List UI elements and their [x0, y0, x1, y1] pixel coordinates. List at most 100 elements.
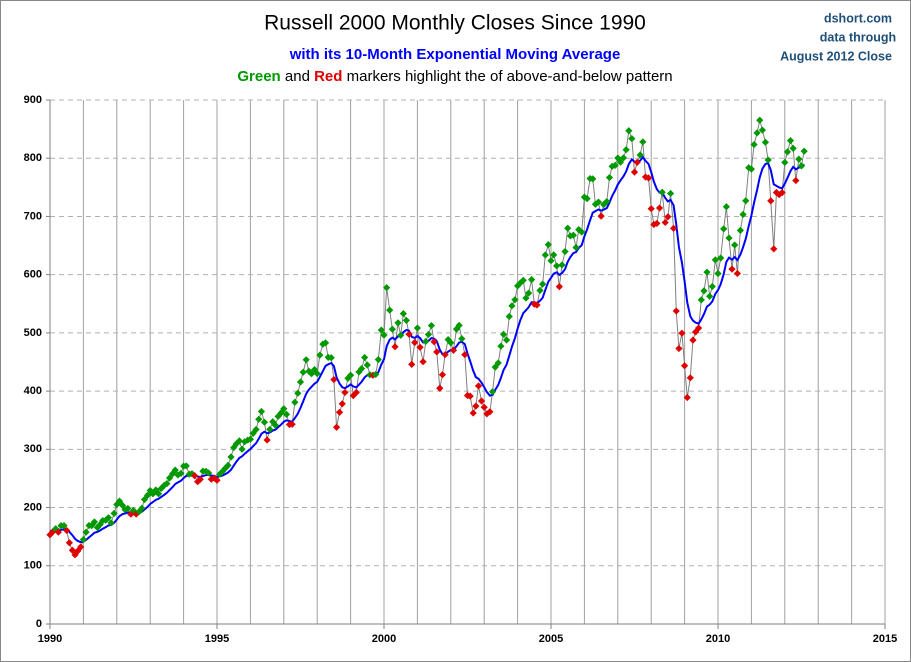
- close-marker: [622, 146, 630, 154]
- close-marker: [196, 475, 204, 483]
- close-marker: [394, 319, 402, 327]
- close-marker: [341, 388, 349, 397]
- close-marker: [561, 247, 569, 256]
- y-tick-label: 600: [24, 269, 42, 281]
- close-marker: [255, 415, 263, 423]
- close-marker: [291, 398, 299, 406]
- close-marker: [611, 161, 619, 169]
- close-marker: [397, 331, 405, 339]
- close-marker: [246, 435, 254, 443]
- close-marker: [65, 539, 73, 547]
- close-marker: [605, 173, 614, 182]
- close-marker: [205, 469, 213, 477]
- close-marker: [191, 472, 199, 480]
- close-marker: [756, 116, 764, 124]
- close-marker: [519, 276, 527, 284]
- close-marker: [639, 138, 647, 146]
- close-marker: [767, 197, 775, 205]
- close-marker: [681, 362, 689, 370]
- close-marker: [177, 469, 185, 478]
- close-marker: [483, 410, 491, 418]
- chart-subtitle-2: Green and Red markers highlight the of a…: [237, 68, 672, 85]
- close-marker: [307, 370, 316, 378]
- close-marker: [447, 339, 455, 347]
- close-marker: [553, 262, 561, 270]
- close-marker: [544, 241, 552, 249]
- close-marker: [589, 175, 597, 183]
- close-marker: [708, 282, 716, 291]
- close-marker: [455, 321, 463, 329]
- close-marker: [672, 307, 680, 315]
- close-marker: [700, 287, 708, 295]
- close-marker: [294, 389, 302, 397]
- close-marker: [575, 226, 583, 234]
- close-marker: [647, 205, 655, 213]
- source-text: August 2012 Close: [780, 49, 892, 63]
- close-marker: [511, 296, 519, 304]
- close-marker: [733, 269, 741, 278]
- close-marker: [408, 360, 416, 368]
- close-marker: [461, 351, 469, 359]
- close-marker: [661, 218, 669, 227]
- close-marker: [299, 368, 307, 376]
- y-tick-label: 700: [24, 210, 42, 222]
- close-marker: [641, 173, 650, 181]
- close-marker: [753, 129, 761, 137]
- x-tick-label: 1990: [38, 633, 62, 645]
- close-marker: [374, 356, 382, 364]
- source-text: dshort.com: [824, 11, 892, 25]
- close-marker: [271, 421, 280, 429]
- close-marker: [182, 462, 190, 470]
- close-marker: [347, 371, 355, 379]
- close-marker: [594, 198, 603, 206]
- close-marker: [739, 210, 747, 219]
- close-marker: [280, 405, 288, 413]
- close-marker: [452, 325, 461, 333]
- close-marker: [572, 243, 580, 252]
- close-marker: [630, 168, 639, 176]
- close-marker: [260, 418, 269, 426]
- close-marker: [102, 516, 110, 524]
- close-marker: [711, 256, 719, 264]
- close-marker: [550, 251, 558, 259]
- close-marker: [282, 410, 291, 418]
- close-marker: [411, 338, 419, 347]
- close-marker: [321, 339, 330, 347]
- close-marker: [118, 501, 127, 510]
- close-marker: [616, 158, 625, 166]
- close-marker: [399, 310, 407, 318]
- close-marker: [528, 276, 536, 284]
- close-marker: [77, 543, 85, 551]
- close-marker: [380, 331, 388, 339]
- close-marker: [413, 324, 421, 332]
- close-marker: [789, 144, 797, 152]
- close-marker: [207, 475, 215, 483]
- close-marker: [658, 188, 666, 196]
- close-marker: [472, 402, 480, 410]
- close-marker: [750, 140, 758, 149]
- close-marker: [655, 204, 664, 212]
- close-marker: [316, 351, 324, 359]
- y-tick-label: 100: [24, 560, 42, 572]
- close-marker: [288, 420, 296, 428]
- close-marker: [697, 296, 705, 304]
- close-marker: [363, 361, 371, 369]
- close-marker: [302, 356, 310, 364]
- close-marker: [352, 388, 360, 397]
- close-marker: [508, 302, 516, 310]
- close-marker: [372, 370, 380, 379]
- close-marker: [783, 148, 792, 156]
- x-tick-label: 2000: [372, 633, 396, 645]
- close-marker: [731, 241, 739, 249]
- close-marker: [491, 363, 499, 371]
- close-marker: [600, 200, 608, 209]
- close-marker: [149, 490, 157, 498]
- x-tick-label: 2015: [873, 633, 897, 645]
- close-marker: [49, 528, 57, 536]
- close-marker: [502, 336, 511, 344]
- close-marker: [792, 176, 800, 185]
- close-marker: [706, 292, 714, 300]
- close-marker: [238, 445, 246, 453]
- close-marker: [121, 506, 129, 514]
- chart-subtitle: with its 10-Month Exponential Moving Ave…: [289, 46, 621, 63]
